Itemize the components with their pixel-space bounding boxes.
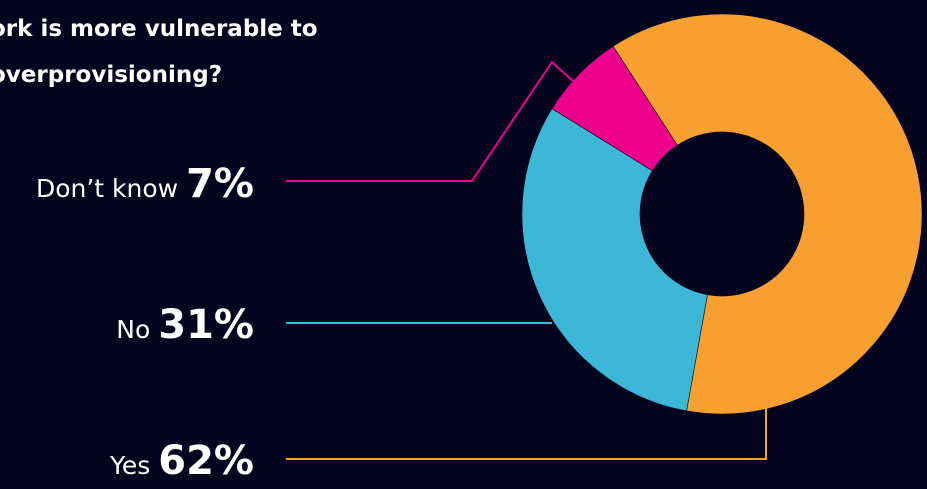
leader-lines [286,60,767,460]
percent-label: 31% [158,302,254,348]
question-line-2: overprovisioning? [0,62,223,88]
percent-label: 7% [186,161,254,207]
label-yes: Yes 62% [109,438,254,484]
slice-no [521,108,708,412]
leader-line-yes [286,408,767,460]
label-don-t-know: Don’t know 7% [36,161,254,207]
category-label: No [116,315,158,344]
percent-label: 62% [158,438,254,484]
slice-labels: Yes 62% No 31% Don’t know 7% [36,161,254,484]
category-label: Don’t know [36,174,186,203]
question-line-1: ork is more vulnerable to [0,16,318,42]
slice-don-t-know [551,45,678,172]
donut-slices [521,13,923,415]
chart-question: ork is more vulnerable to overprovisioni… [0,6,410,98]
leader-line-don-t-know [286,60,575,182]
label-no: No 31% [116,302,254,348]
slice-yes [612,13,923,415]
category-label: Yes [109,451,158,480]
